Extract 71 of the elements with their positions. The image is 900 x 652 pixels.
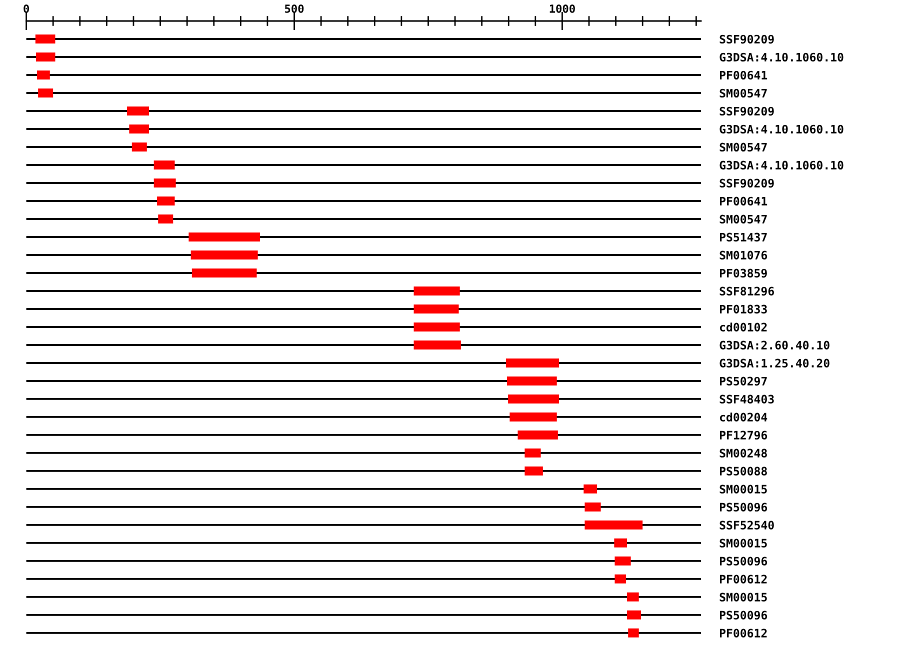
bar bbox=[414, 340, 461, 350]
bar bbox=[154, 178, 176, 188]
bar bbox=[584, 520, 643, 530]
y-tick-label: cd00204 bbox=[720, 412, 768, 422]
y-tick-label: SM00015 bbox=[720, 484, 767, 494]
x-tick-label: 0 bbox=[24, 4, 29, 13]
y-tick-label: PF00641 bbox=[720, 196, 768, 206]
bar bbox=[132, 142, 147, 152]
bar bbox=[188, 232, 260, 242]
bar bbox=[628, 628, 639, 638]
bar bbox=[158, 214, 174, 224]
y-tick-label: SM00248 bbox=[720, 448, 767, 458]
bar bbox=[510, 412, 557, 422]
y-tick-label: PS51437 bbox=[720, 232, 767, 242]
y-tick-label: SSF90209 bbox=[720, 178, 774, 188]
bar bbox=[507, 376, 557, 386]
y-tick-label: SM01076 bbox=[720, 250, 768, 260]
bar bbox=[506, 358, 559, 368]
bar bbox=[627, 610, 641, 620]
bar bbox=[508, 394, 559, 404]
y-tick-label: SM00547 bbox=[720, 142, 767, 152]
bar bbox=[524, 448, 541, 458]
y-tick-label: PF00612 bbox=[720, 628, 767, 638]
bar bbox=[192, 268, 257, 278]
bar bbox=[35, 34, 56, 44]
y-tick-label: SM00015 bbox=[720, 592, 767, 602]
y-tick-label: PS50088 bbox=[720, 466, 767, 476]
y-tick-label: PF01833 bbox=[720, 304, 767, 314]
bar bbox=[414, 322, 460, 332]
y-tick-label: PF00641 bbox=[720, 70, 768, 80]
bar bbox=[157, 196, 175, 206]
bar bbox=[614, 556, 631, 566]
y-tick-label: G3DSA:1.25.40.20 bbox=[720, 358, 830, 368]
bar bbox=[38, 88, 54, 98]
y-tick-label: PS50297 bbox=[720, 376, 767, 386]
bar bbox=[154, 160, 175, 170]
y-tick-label: SM00547 bbox=[720, 214, 767, 224]
bar bbox=[414, 304, 459, 314]
y-tick-label: PS50096 bbox=[720, 556, 768, 566]
bar bbox=[614, 574, 626, 584]
x-tick-label: 1000 bbox=[550, 4, 575, 13]
bar bbox=[584, 502, 601, 512]
y-tick-label: G3DSA:4.10.1060.10 bbox=[720, 52, 844, 62]
y-tick-label: SM00015 bbox=[720, 538, 767, 548]
y-tick-label: SSF48403 bbox=[720, 394, 774, 404]
bar bbox=[584, 484, 598, 494]
bar bbox=[190, 250, 258, 260]
y-tick-label: SSF52540 bbox=[720, 520, 774, 530]
y-tick-label: PS50096 bbox=[720, 502, 768, 512]
y-tick-label: PF03859 bbox=[720, 268, 767, 278]
bar bbox=[36, 52, 56, 62]
y-tick-label: G3DSA:4.10.1060.10 bbox=[720, 160, 844, 170]
x-tick-label: 500 bbox=[284, 4, 304, 13]
y-tick-label: SSF90209 bbox=[720, 106, 774, 116]
y-tick-label: cd00102 bbox=[720, 322, 767, 332]
bar bbox=[627, 592, 639, 602]
y-tick-label: SSF81296 bbox=[720, 286, 774, 296]
y-tick-label: SSF90209 bbox=[720, 34, 774, 44]
y-tick-label: SM00547 bbox=[720, 88, 767, 98]
bar bbox=[524, 466, 543, 476]
bar bbox=[518, 430, 558, 440]
bar bbox=[614, 538, 628, 548]
bar bbox=[37, 70, 50, 80]
bar bbox=[414, 286, 460, 296]
bar bbox=[127, 106, 150, 116]
y-tick-label: G3DSA:2.60.40.10 bbox=[720, 340, 830, 350]
y-tick-label: PS50096 bbox=[720, 610, 768, 620]
bar bbox=[129, 124, 150, 134]
y-tick-label: PF12796 bbox=[720, 430, 768, 440]
y-tick-label: G3DSA:4.10.1060.10 bbox=[720, 124, 844, 134]
y-tick-label: PF00612 bbox=[720, 574, 767, 584]
